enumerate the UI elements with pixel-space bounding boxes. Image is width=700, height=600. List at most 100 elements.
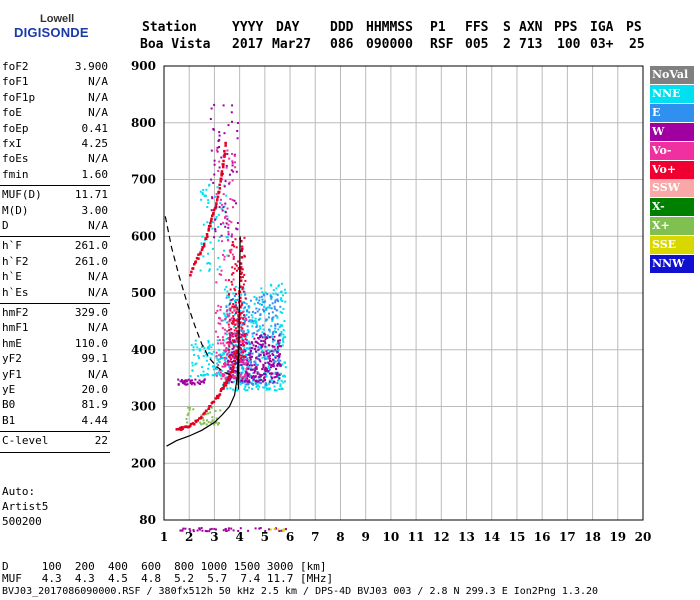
echo-point: [261, 331, 264, 334]
echo-point: [254, 312, 257, 314]
param-separator: [0, 451, 110, 453]
x-tick-label: 13: [458, 530, 475, 544]
echo-point: [268, 368, 271, 371]
echo-point: [219, 353, 222, 356]
echo-point: [256, 310, 259, 313]
echo-point: [268, 388, 271, 391]
echo-point: [272, 292, 275, 295]
param-row: foE N/A: [2, 106, 108, 120]
echo-point: [264, 338, 267, 341]
echo-point: [224, 216, 226, 219]
echo-point: [225, 236, 228, 239]
echo-point: [269, 528, 272, 531]
echo-point: [220, 203, 223, 206]
x-tick-label: 12: [433, 530, 450, 544]
echo-point: [210, 346, 213, 349]
param-row: h`Es N/A: [2, 286, 108, 300]
trace-point: [235, 349, 238, 352]
echo-point: [215, 368, 218, 370]
param-name: hmE: [2, 336, 22, 350]
echo-point: [216, 309, 219, 312]
echo-point: [244, 320, 246, 323]
echo-point: [244, 370, 247, 373]
echo-point: [219, 409, 222, 412]
echo-point: [249, 343, 252, 345]
echo-point: [271, 335, 274, 338]
echo-point: [228, 364, 231, 367]
echo-point: [215, 356, 218, 359]
param-value: 81.9: [81, 398, 109, 412]
echo-point: [255, 378, 258, 381]
echo-point: [284, 361, 286, 364]
echo-point: [231, 161, 234, 164]
echo-point: [256, 342, 259, 345]
echo-point: [208, 268, 211, 271]
echo-point: [243, 344, 246, 347]
echo-point: [244, 363, 247, 366]
param-value: 1.60: [81, 167, 109, 181]
echo-point: [226, 348, 229, 351]
header-label-1: YYYY: [232, 20, 264, 35]
echo-point: [274, 376, 277, 379]
echo-point: [276, 355, 279, 358]
echo-point: [223, 373, 226, 376]
echo-point: [252, 322, 255, 325]
echo-point: [194, 339, 197, 342]
echo-point: [235, 299, 238, 301]
echo-point: [267, 352, 270, 355]
echo-point: [264, 336, 266, 339]
echo-point: [274, 292, 277, 295]
echo-point: [247, 374, 250, 377]
x-tick-label: 14: [483, 530, 500, 544]
echo-point: [179, 529, 182, 532]
echo-point: [268, 362, 270, 365]
echo-point: [256, 330, 259, 333]
echo-point: [232, 388, 235, 391]
echo-point: [236, 358, 239, 361]
echo-point: [265, 306, 268, 309]
echo-point: [282, 308, 285, 310]
echo-point: [258, 343, 261, 346]
echo-point: [271, 340, 274, 343]
echo-point: [234, 166, 237, 169]
echo-point: [192, 529, 195, 532]
echo-point: [255, 307, 258, 310]
echo-point: [229, 301, 232, 304]
echo-point: [208, 363, 210, 366]
echo-point: [251, 368, 254, 371]
param-name: fmin: [2, 167, 29, 181]
echo-point: [242, 376, 244, 379]
echo-point: [229, 333, 232, 336]
echo-point: [235, 246, 238, 249]
echo-point: [264, 354, 267, 357]
x-tick-label: 19: [609, 530, 626, 544]
echo-point: [244, 293, 246, 296]
echo-point: [282, 333, 285, 336]
echo-point: [210, 406, 213, 409]
param-row: foEs N/A: [2, 152, 108, 166]
y-tick-label: 400: [131, 343, 156, 357]
echo-point: [221, 240, 224, 243]
echo-point: [278, 363, 281, 366]
echo-point: [210, 209, 213, 212]
param-row: hmF2 329.0: [2, 306, 108, 320]
echo-point: [232, 272, 235, 274]
echo-point: [214, 409, 217, 412]
echo-point: [219, 223, 222, 226]
echo-point: [251, 320, 254, 323]
echo-point: [260, 351, 263, 354]
echo-point: [273, 339, 276, 342]
trace-point: [225, 380, 228, 383]
echo-point: [257, 337, 260, 339]
echo-point: [280, 297, 283, 300]
echo-point: [235, 311, 238, 314]
echo-point: [218, 146, 221, 148]
echo-point: [226, 387, 229, 390]
trace-point: [189, 274, 192, 277]
x-tick-label: 15: [509, 530, 526, 544]
echo-point: [247, 365, 250, 368]
param-row: foF2 3.900: [2, 60, 108, 74]
header-label-0: Station: [142, 20, 197, 35]
echo-point: [225, 304, 228, 307]
echo-point: [218, 369, 221, 372]
